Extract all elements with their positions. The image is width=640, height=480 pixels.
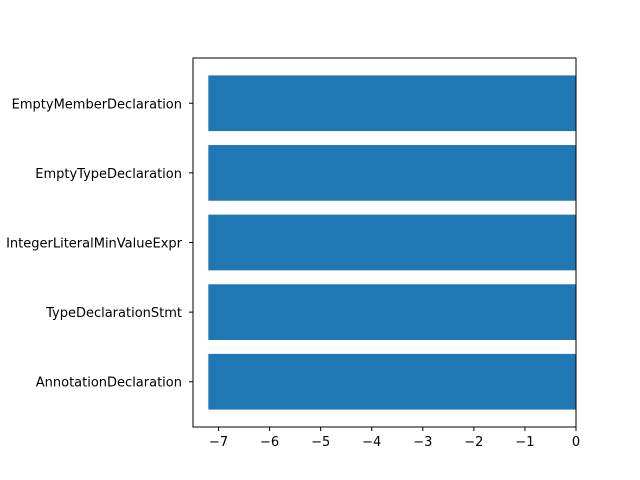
y-tick-label: AnnotationDeclaration [36,376,182,391]
x-tick-label: −2 [464,435,483,450]
y-tick-label: EmptyMemberDeclaration [12,97,182,112]
bar-TypeDeclarationStmt [208,284,576,340]
x-tick-label: −5 [311,435,330,450]
x-tick-label: −6 [260,435,279,450]
y-tick-label: EmptyTypeDeclaration [35,167,182,182]
y-tick-label: TypeDeclarationStmt [45,306,182,321]
x-tick-label: −1 [515,435,534,450]
bar-EmptyMemberDeclaration [208,75,576,132]
x-tick-label: −4 [362,435,381,450]
x-tick-label: 0 [572,435,580,450]
y-tick-label: IntegerLiteralMinValueExpr [6,237,183,252]
x-tick-label: −3 [413,435,432,450]
bar-IntegerLiteralMinValueExpr [208,214,576,271]
x-axis-ticks: −7 −6 −5 −4 −3 −2 −1 0 [209,427,580,450]
bar-AnnotationDeclaration [208,353,576,410]
y-axis-ticks: AnnotationDeclaration TypeDeclarationStmt… [6,97,193,391]
x-tick-label: −7 [209,435,228,450]
bar-EmptyTypeDeclaration [208,145,576,201]
bars-group [208,75,576,410]
